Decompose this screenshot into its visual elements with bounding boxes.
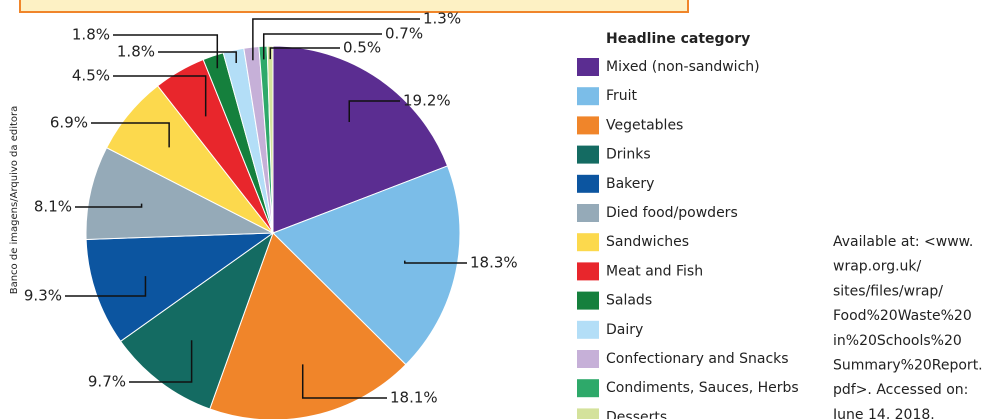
legend-swatch (577, 233, 599, 252)
data-label: 0.7% (385, 25, 423, 43)
data-label: 1.3% (423, 10, 461, 28)
source-note: pdf>. Accessed on: (833, 382, 968, 398)
leader-line (129, 340, 193, 383)
legend-swatch (577, 174, 599, 193)
source-note: Food%20Waste%20 (833, 308, 972, 324)
legend-label: Meat and Fish (606, 263, 703, 279)
legend-label: Drinks (606, 147, 651, 163)
legend-label: Confectionary and Snacks (606, 351, 789, 367)
legend-label: Vegetables (606, 117, 683, 133)
data-label: 18.1% (390, 389, 438, 407)
leader-line (301, 364, 387, 399)
legend-label: Sandwiches (606, 234, 689, 250)
leader-line (113, 75, 207, 117)
leader-line (91, 122, 170, 148)
source-note: wrap.org.uk/ (833, 259, 922, 275)
data-label: 9.7% (88, 373, 126, 391)
leader-line (404, 260, 467, 264)
data-label: 6.9% (50, 114, 88, 132)
legend-label: Bakery (606, 176, 654, 192)
leader-line (75, 203, 143, 208)
credit: Banco de imagens/Arquivo da editora (9, 106, 20, 295)
legend-swatch (577, 291, 599, 310)
legend-title: Headline category (606, 31, 750, 47)
legend-label: Died food/powders (606, 205, 738, 221)
data-label: 19.2% (403, 92, 451, 110)
legend-swatch (577, 262, 599, 281)
legend-label: Desserts (606, 409, 667, 419)
pie-slice (85, 147, 275, 240)
source-note: Summary%20Report. (833, 358, 983, 374)
source-note: June 14, 2018. (832, 407, 935, 419)
legend-swatch (577, 379, 599, 398)
data-label: 0.5% (343, 39, 381, 57)
data-label: 1.8% (72, 26, 110, 44)
legend-label: Dairy (606, 322, 643, 338)
legend-swatch (577, 87, 599, 106)
data-label: 1.8% (117, 43, 155, 61)
leader-line (65, 276, 147, 297)
pie-slice (85, 232, 275, 342)
legend-swatch (577, 320, 599, 339)
legend-swatch (577, 116, 599, 135)
leader-line (262, 33, 382, 60)
legend-label: Fruit (606, 88, 638, 104)
leader-line (252, 18, 420, 61)
source-note: in%20Schools%20 (833, 333, 962, 349)
legend-swatch (577, 145, 599, 164)
legend-swatch (577, 204, 599, 222)
pie-slice (272, 165, 461, 366)
data-label: 8.1% (34, 198, 72, 216)
legend-swatch (577, 408, 599, 419)
legend-label: Condiments, Sauces, Herbs (606, 380, 799, 396)
legend-swatch (577, 58, 599, 76)
leader-line (113, 34, 219, 69)
legend-label: Mixed (non-sandwich) (606, 59, 760, 75)
leader-line (158, 51, 237, 64)
leader-line (269, 47, 340, 60)
source-note: sites/files/wrap/ (833, 283, 943, 299)
data-label: 18.3% (470, 254, 518, 272)
source-note: Available at: <www. (833, 234, 973, 250)
leader-line (348, 100, 400, 123)
data-label: 9.3% (24, 287, 62, 305)
pie-slice (209, 232, 407, 419)
legend-swatch (577, 350, 599, 368)
data-label: 4.5% (72, 67, 110, 85)
title-banner (19, 0, 689, 13)
legend-label: Salads (606, 293, 652, 309)
pie-slice (266, 45, 274, 234)
